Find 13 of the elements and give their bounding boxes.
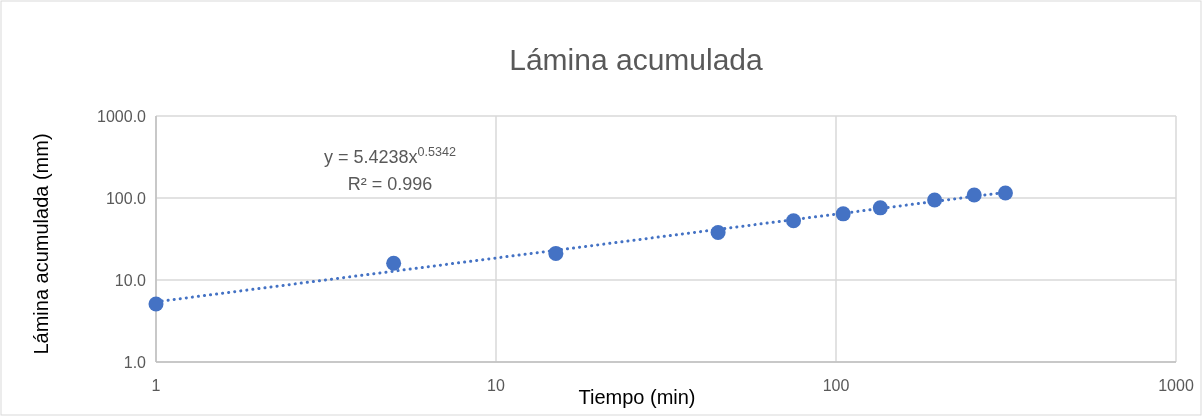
annotation: y = 5.4238x$^{0.5342}$: [323, 145, 457, 167]
annotation: R² = 0.996: [347, 174, 433, 194]
chart-title: Lámina acumulada: [509, 43, 764, 76]
y-tick-label: 1.0: [123, 354, 147, 371]
x-tick-label: 1: [151, 377, 161, 394]
x-tick-label: 100: [822, 377, 850, 394]
y-tick-label: 100.0: [105, 190, 147, 207]
y-tick-label: 10.0: [114, 272, 147, 289]
x-axis-title: Tiempo (min): [578, 386, 696, 408]
x-tick-label: 10: [487, 377, 505, 394]
y-axis-title: Lámina acumulada (mm): [30, 133, 52, 355]
x-tick-label: 1000: [1158, 377, 1194, 394]
y-tick-label: 1000.0: [97, 108, 147, 125]
